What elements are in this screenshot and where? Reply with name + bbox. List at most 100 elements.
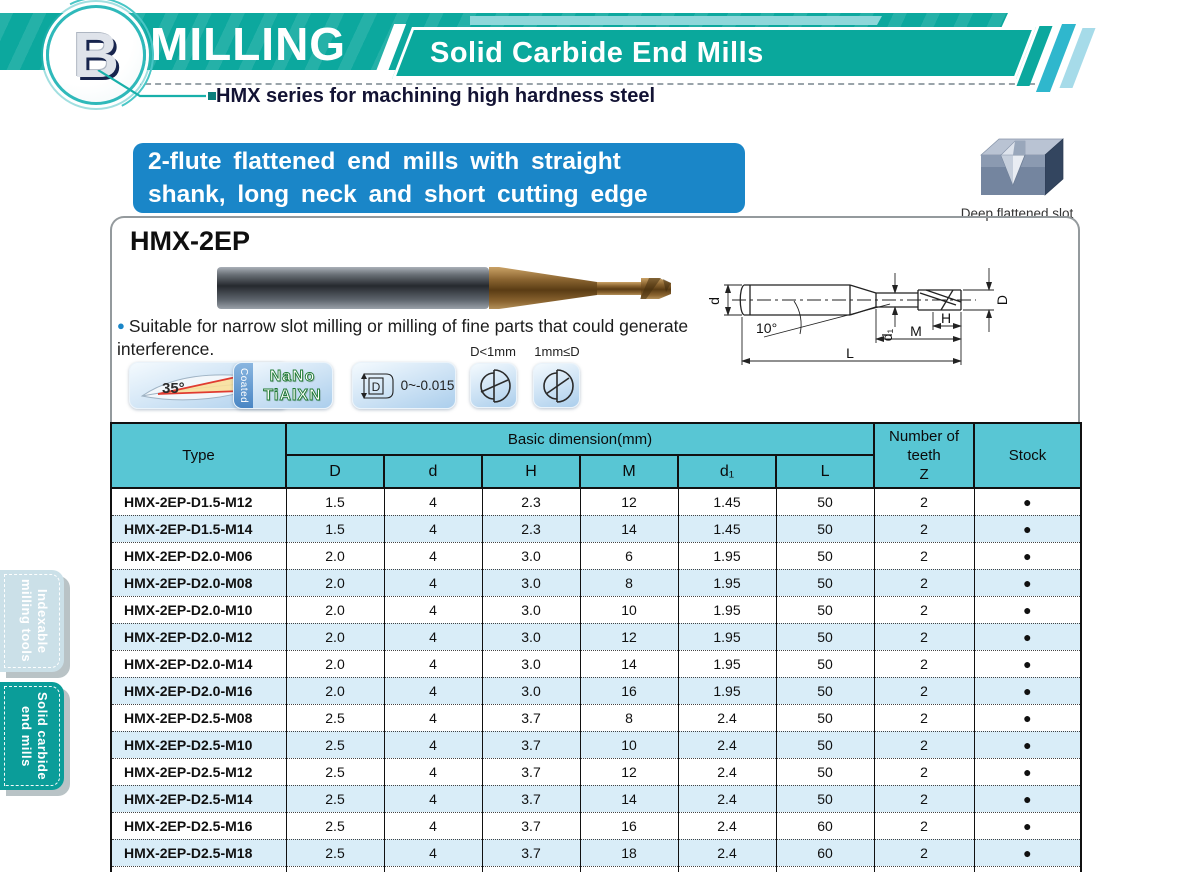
sidebar-tab-solid-carbide-end-mills[interactable]: Solid carbide end mills bbox=[0, 682, 64, 790]
diagram-label-cut-diameter: D bbox=[994, 295, 1010, 305]
dimension-diagram: d 10° d₁ H M D L bbox=[706, 268, 1010, 365]
flute-section-small-icon bbox=[479, 368, 511, 403]
dim-cell: 3.7 bbox=[481, 757, 581, 785]
dim-cell: 3.7 bbox=[481, 811, 581, 839]
dim-cell: 2.0 bbox=[285, 676, 385, 704]
dim-cell: 2.0 bbox=[285, 541, 385, 569]
dim-cell: 1.95 bbox=[677, 541, 777, 569]
diagram-label-overall-length: L bbox=[846, 345, 854, 361]
type-cell: HMX-2EP-D2.5-M14 bbox=[110, 784, 287, 812]
dim-cell: 2 bbox=[873, 784, 975, 812]
type-cell: HMX-2EP-D2.0-M08 bbox=[110, 568, 287, 596]
dim-cell: 1.95 bbox=[677, 568, 777, 596]
coating-line-2: TiAlXN bbox=[263, 386, 322, 404]
table-row: HMX-2EP-D2.5-M16 2.5 4 3.7 16 2.4 60 2 ● bbox=[110, 811, 1082, 839]
page-subtitle: Solid Carbide End Mills bbox=[430, 37, 764, 69]
dim-cell: 60 bbox=[775, 838, 875, 866]
type-cell: HMX-2EP-D2.5-M10 bbox=[110, 730, 287, 758]
dim-cell: 16 bbox=[579, 811, 679, 839]
dim-cell: 2.5 bbox=[285, 838, 385, 866]
dim-cell: 3.0 bbox=[481, 676, 581, 704]
stock-cell: ● bbox=[973, 784, 1082, 812]
dim-cell: 2.5 bbox=[285, 757, 385, 785]
dim-cell: 2 bbox=[873, 541, 975, 569]
table-row: HMX-2EP-D2.0-M08 2.0 4 3.0 8 1.95 50 2 ● bbox=[110, 568, 1082, 596]
col-header-H: H bbox=[481, 454, 581, 489]
dim-cell: 2.3 bbox=[481, 514, 581, 542]
flute-large-label: 1mm≤D bbox=[534, 344, 580, 359]
tolerance-icon: D bbox=[360, 372, 394, 399]
dim-cell: 1.5 bbox=[285, 487, 385, 515]
banner-line-2: shank, long neck and short cutting edge bbox=[148, 181, 648, 208]
stock-cell: ● bbox=[973, 703, 1082, 731]
type-cell: HMX-2EP-D2.0-M06 bbox=[110, 541, 287, 569]
dim-cell: 3.0 bbox=[481, 622, 581, 650]
type-cell: HMX-2EP-D2.0-M16 bbox=[110, 676, 287, 704]
stock-cell: ● bbox=[973, 676, 1082, 704]
dim-cell bbox=[383, 865, 483, 872]
col-header-stock: Stock bbox=[973, 422, 1083, 489]
dim-cell: 1.95 bbox=[677, 595, 777, 623]
sidebar-tab-indexable-milling-tools[interactable]: Indexable milling tools bbox=[0, 570, 64, 672]
series-note: HMX series for machining high hardness s… bbox=[216, 85, 656, 107]
dim-cell: 2.4 bbox=[677, 811, 777, 839]
type-cell bbox=[110, 865, 287, 872]
col-header-L: L bbox=[774, 454, 876, 489]
stock-cell: ● bbox=[973, 568, 1082, 596]
table-row: HMX-2EP-D2.5-M08 2.5 4 3.7 8 2.4 50 2 ● bbox=[110, 703, 1082, 731]
dim-cell: 2.5 bbox=[285, 703, 385, 731]
dim-cell: 2.0 bbox=[285, 595, 385, 623]
dim-cell: 50 bbox=[775, 703, 875, 731]
page-title: MILLING bbox=[150, 18, 347, 70]
tab-solid-line-2: end mills bbox=[19, 705, 34, 767]
dim-cell: 18 bbox=[579, 838, 679, 866]
dim-cell: 4 bbox=[383, 676, 483, 704]
dim-cell: 60 bbox=[775, 811, 875, 839]
dim-cell: 3.7 bbox=[481, 784, 581, 812]
dim-cell: 2 bbox=[873, 676, 975, 704]
product-description: ● Suitable for narrow slot milling or mil… bbox=[117, 314, 717, 361]
dim-cell: 6 bbox=[579, 541, 679, 569]
dim-cell: 3.7 bbox=[481, 838, 581, 866]
dimension-table: Type Basic dimension(mm) Number of teeth… bbox=[110, 422, 1083, 872]
dim-cell: 12 bbox=[579, 622, 679, 650]
stock-cell: ● bbox=[973, 811, 1082, 839]
stock-cell: ● bbox=[973, 649, 1082, 677]
dim-cell: 4 bbox=[383, 784, 483, 812]
dim-cell: 14 bbox=[579, 514, 679, 542]
table-row: HMX-2EP-D2.5-M12 2.5 4 3.7 12 2.4 50 2 ● bbox=[110, 757, 1082, 785]
band-top-stripe bbox=[470, 16, 882, 25]
dim-cell: 8 bbox=[579, 703, 679, 731]
dim-cell: 8 bbox=[579, 568, 679, 596]
dim-cell: 2.3 bbox=[481, 487, 581, 515]
coating-line-1: NaNo bbox=[269, 367, 316, 385]
type-cell: HMX-2EP-D2.5-M12 bbox=[110, 757, 287, 785]
dim-cell: 3.7 bbox=[481, 730, 581, 758]
col-header-d1: d₁ bbox=[677, 454, 777, 489]
dim-cell: 50 bbox=[775, 568, 875, 596]
dim-cell: 4 bbox=[383, 838, 483, 866]
dim-cell: 4 bbox=[383, 487, 483, 515]
dim-cell: 2 bbox=[873, 730, 975, 758]
dim-cell: 2.4 bbox=[677, 730, 777, 758]
dim-cell: 2 bbox=[873, 487, 975, 515]
dim-cell: 4 bbox=[383, 622, 483, 650]
col-header-type: Type bbox=[110, 422, 287, 489]
tab-solid-line-1: Solid carbide bbox=[35, 691, 50, 781]
dim-cell: 3.0 bbox=[481, 541, 581, 569]
type-cell: HMX-2EP-D2.5-M18 bbox=[110, 838, 287, 866]
dim-cell: 2.0 bbox=[285, 622, 385, 650]
coating-badge: Coated NaNo TiAlXN bbox=[233, 362, 333, 409]
type-cell: HMX-2EP-D2.5-M08 bbox=[110, 703, 287, 731]
description-line-2: interference. bbox=[117, 339, 215, 359]
dim-cell: 2 bbox=[873, 811, 975, 839]
dim-cell: 2.5 bbox=[285, 784, 385, 812]
flute-section-small-badge bbox=[470, 363, 517, 408]
dim-cell bbox=[285, 865, 385, 872]
diagram-label-angle: 10° bbox=[756, 320, 777, 336]
dim-cell: 4 bbox=[383, 514, 483, 542]
diagram-label-shank-diameter: d bbox=[706, 297, 722, 305]
dim-cell: 50 bbox=[775, 487, 875, 515]
table-header: Type Basic dimension(mm) Number of teeth… bbox=[110, 422, 1083, 489]
table-row: HMX-2EP-D2.0-M06 2.0 4 3.0 6 1.95 50 2 ● bbox=[110, 541, 1082, 569]
